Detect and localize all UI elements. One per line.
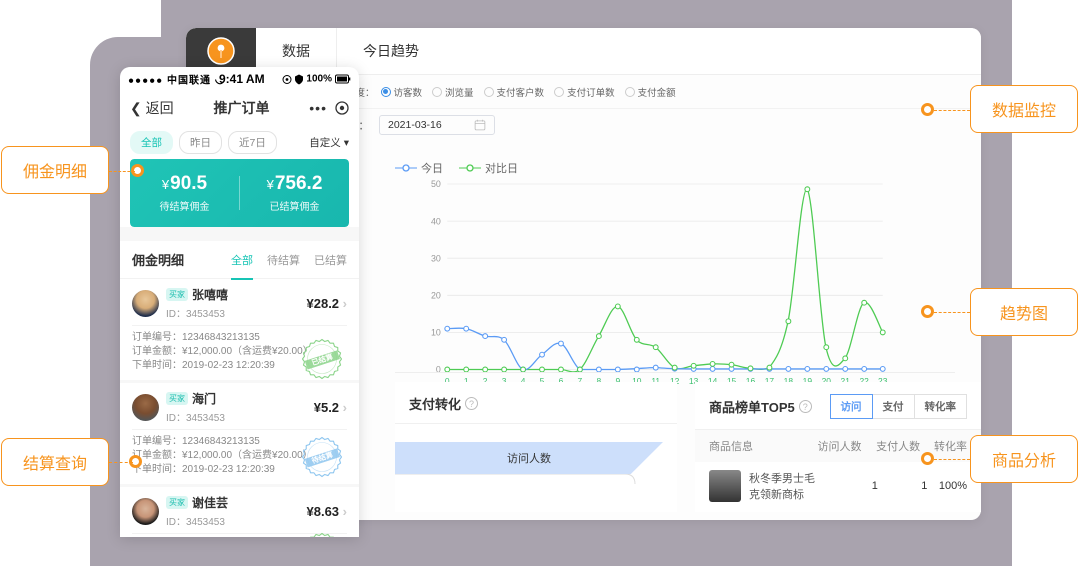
svg-text:已结算: 已结算 [310,352,334,368]
svg-text:0: 0 [436,365,441,375]
svg-text:待结算: 待结算 [310,450,334,466]
svg-text:40: 40 [431,216,441,226]
svg-text:50: 50 [431,179,441,189]
svg-text:10: 10 [431,328,441,338]
svg-text:30: 30 [431,253,441,263]
svg-text:20: 20 [431,291,441,301]
